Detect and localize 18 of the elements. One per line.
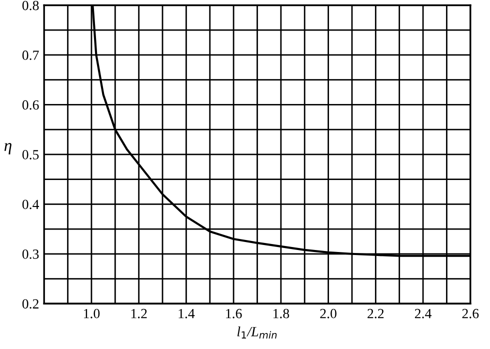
x-tick-label: 2.2: [368, 308, 384, 318]
y-tick-label: 0.6: [22, 100, 39, 110]
x-axis-title: l$_{1}$/L$_{min}$: [237, 326, 277, 338]
x-tick-label: 2.0: [320, 308, 336, 318]
x-tick-label: 1.6: [226, 308, 242, 318]
x-tick-label: 1.8: [273, 308, 290, 318]
x-tick-label: 1.0: [84, 308, 100, 318]
y-axis-title: η: [4, 143, 12, 154]
y-tick-label: 0.3: [22, 249, 39, 259]
x-tick-label: 1.2: [131, 308, 147, 318]
x-tick-label: 2.4: [414, 308, 432, 318]
y-tick-label: 0.2: [22, 299, 38, 309]
x-tick-label: 1.4: [178, 308, 195, 318]
y-tick-label: 0.4: [22, 200, 40, 210]
y-tick-label: 0.5: [22, 150, 39, 160]
y-tick-label: 0.8: [22, 0, 39, 10]
x-tick-label: 2.6: [462, 308, 479, 318]
y-tick-label: 0.7: [22, 50, 39, 60]
